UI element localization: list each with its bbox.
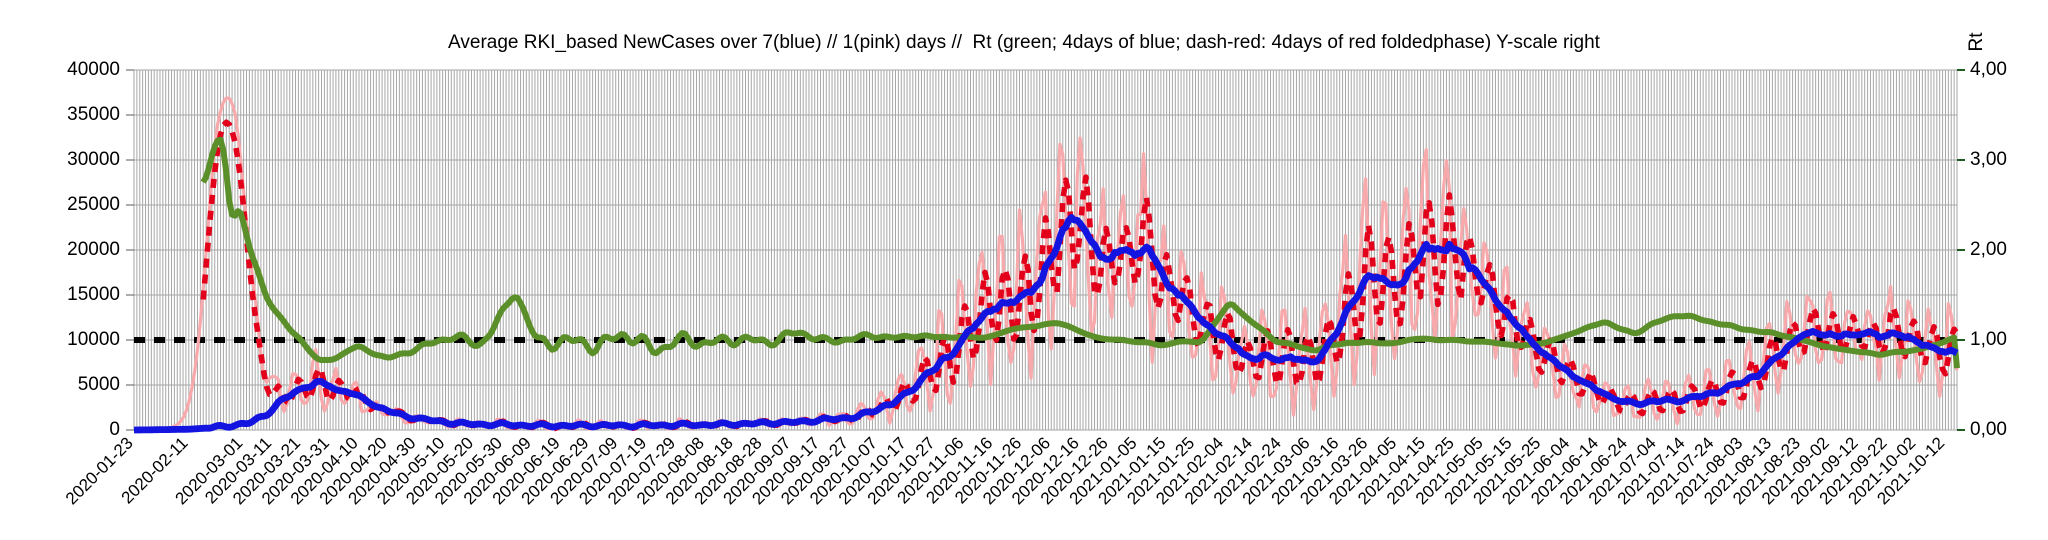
svg-text:Rt: Rt [1966,32,1987,52]
svg-text:4,00: 4,00 [1970,59,2007,80]
svg-text:0,00: 0,00 [1970,419,2007,440]
svg-text:0: 0 [109,419,120,440]
svg-text:35000: 35000 [67,104,120,125]
svg-text:1,00: 1,00 [1970,329,2007,350]
svg-text:5000: 5000 [78,374,120,395]
svg-text:40000: 40000 [67,59,120,80]
svg-text:2,00: 2,00 [1970,239,2007,260]
svg-text:10000: 10000 [67,329,120,350]
svg-text:3,00: 3,00 [1970,149,2007,170]
svg-text:15000: 15000 [67,284,120,305]
svg-text:20000: 20000 [67,239,120,260]
svg-text:Average RKI_based NewCases ove: Average RKI_based NewCases over 7(blue) … [448,32,1601,53]
svg-text:30000: 30000 [67,149,120,170]
svg-text:25000: 25000 [67,194,120,215]
